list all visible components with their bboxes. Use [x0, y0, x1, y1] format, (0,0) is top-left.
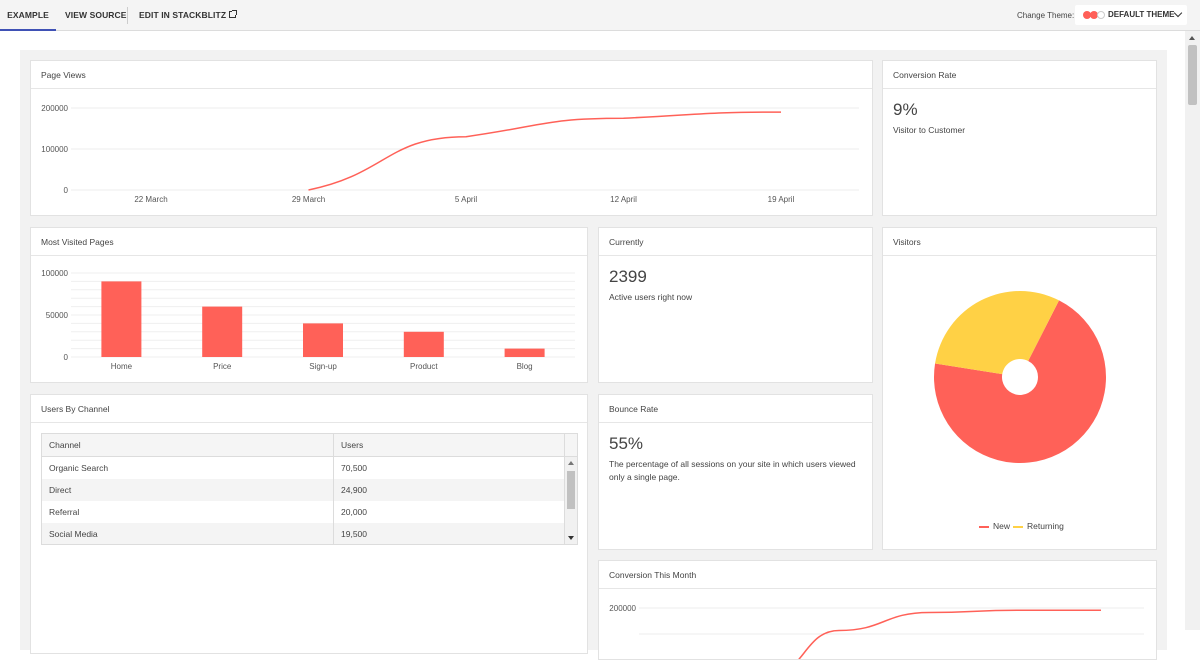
theme-swatch-1	[1083, 11, 1091, 19]
page-views-chart: 0 100000 200000 22 March 29 March 5 April 12 A…	[41, 104, 859, 204]
card-title: Currently	[599, 228, 872, 256]
card-users-by-channel: Users By Channel Channel Users Organic S…	[30, 394, 588, 654]
theme-selected-value: DEFAULT THEME	[1108, 10, 1175, 19]
x-tick-label: 22 March	[134, 195, 167, 204]
grid-header: Channel Users	[42, 434, 564, 457]
column-separator	[333, 434, 334, 544]
series-line	[308, 111, 782, 191]
cell-users: 20,000	[341, 507, 367, 517]
cell-channel: Organic Search	[49, 463, 109, 473]
theme-swatch-2	[1090, 11, 1098, 19]
y-tick-label: 200000	[41, 104, 68, 113]
x-tick-label: 19 April	[768, 195, 795, 204]
legend-swatch-returning	[1013, 525, 1023, 528]
card-title: Users By Channel	[31, 395, 587, 423]
grid-scroll-up-icon[interactable]	[568, 461, 574, 465]
card-title: Page Views	[31, 61, 872, 89]
card-page-views: Page Views 0 100000 200000 22 March 29 March…	[30, 60, 873, 216]
y-tick-label: 0	[64, 353, 69, 362]
external-link-icon	[229, 10, 238, 18]
card-most-visited-pages: Most Visited Pages 0 50000 100000 Home Price…	[30, 227, 588, 383]
chevron-down-icon	[1173, 8, 1183, 18]
table-row[interactable]: Direct 24,900	[42, 479, 564, 501]
legend-item-new[interactable]: New	[979, 521, 1010, 531]
card-title: Conversion This Month	[599, 561, 1156, 589]
grid-header-corner	[564, 434, 577, 457]
slice-new	[934, 300, 1106, 463]
tab-example[interactable]: EXAMPLE	[0, 0, 56, 31]
legend-label-returning: Returning	[1027, 521, 1064, 531]
series-line	[798, 609, 1101, 659]
grid-scrollbar[interactable]	[564, 457, 577, 544]
card-title: Conversion Rate	[883, 61, 1156, 89]
page-scrollbar[interactable]	[1185, 31, 1200, 630]
cell-users: 70,500	[341, 463, 367, 473]
x-tick-label: 5 April	[455, 195, 477, 204]
conversion-rate-subtitle: Visitor to Customer	[893, 125, 966, 135]
cell-channel: Direct	[49, 485, 72, 495]
bar-price	[202, 306, 243, 357]
conversion-month-chart: 200000	[609, 604, 1144, 659]
card-bounce-rate: Bounce Rate 55% The percentage of all se…	[598, 394, 873, 550]
page-scroll-thumb[interactable]	[1188, 45, 1197, 105]
bar-sign-up	[303, 323, 343, 357]
legend-swatch-new	[979, 525, 989, 528]
grid-scroll-thumb[interactable]	[567, 471, 575, 509]
theme-swatch-3	[1097, 11, 1105, 19]
x-tick-label: 12 April	[610, 195, 637, 204]
dashboard: Page Views 0 100000 200000 22 March 29 March…	[20, 50, 1167, 660]
legend-item-returning[interactable]: Returning	[1013, 521, 1064, 531]
currently-value: 2399	[609, 267, 647, 286]
bar-home	[101, 281, 142, 357]
card-title: Bounce Rate	[599, 395, 872, 423]
x-tick-label: Product	[410, 362, 438, 371]
y-tick-label: 100000	[41, 269, 68, 278]
cell-users: 24,900	[341, 485, 367, 495]
card-title: Most Visited Pages	[31, 228, 587, 256]
tab-divider	[127, 7, 128, 24]
card-title: Visitors	[883, 228, 1156, 256]
bar-blog	[504, 348, 545, 357]
change-theme-label: Change Theme:	[1017, 11, 1075, 20]
bounce-rate-subtitle: The percentage of all sessions on your s…	[609, 459, 856, 482]
visitors-pie-chart	[934, 291, 1106, 463]
top-toolbar: EXAMPLE VIEW SOURCE EDIT IN STACKBLITZ C…	[0, 0, 1200, 31]
y-tick-label: 200000	[609, 604, 636, 613]
column-header-channel[interactable]: Channel	[49, 440, 81, 450]
x-tick-label: Price	[213, 362, 232, 371]
card-currently: Currently 2399 Active users right now	[598, 227, 873, 383]
table-row[interactable]: Referral 20,000	[42, 501, 564, 523]
theme-select[interactable]: DEFAULT THEME	[1075, 5, 1187, 25]
legend-label-new: New	[993, 521, 1011, 531]
x-tick-label: Blog	[517, 362, 533, 371]
y-tick-label: 0	[64, 186, 69, 195]
card-conversion-rate: Conversion Rate 9% Visitor to Customer	[882, 60, 1157, 216]
slice-returning	[935, 291, 1060, 375]
scroll-up-arrow-icon[interactable]	[1189, 36, 1195, 40]
conversion-rate-value: 9%	[893, 100, 918, 119]
card-conversion-this-month: Conversion This Month 200000	[598, 560, 1157, 660]
cell-channel: Social Media	[49, 529, 98, 539]
tab-edit-in-stackblitz[interactable]: EDIT IN STACKBLITZ	[139, 0, 238, 31]
table-row[interactable]: Organic Search 70,500	[42, 457, 564, 479]
y-tick-label: 100000	[41, 145, 68, 154]
grid-scroll-down-icon[interactable]	[568, 536, 574, 540]
bounce-rate-value: 55%	[609, 434, 644, 453]
bar-product	[403, 331, 444, 357]
most-visited-chart: 0 50000 100000 Home Price Sign-up Product Blog	[41, 269, 575, 371]
cell-channel: Referral	[49, 507, 80, 517]
table-row[interactable]: Social Media 19,500	[42, 523, 564, 544]
card-visitors: Visitors New Returning	[882, 227, 1157, 550]
cell-users: 19,500	[341, 529, 367, 539]
y-tick-label: 50000	[46, 311, 69, 320]
users-grid: Channel Users Organic Search 70,500 Dire…	[41, 433, 578, 545]
currently-subtitle: Active users right now	[609, 292, 693, 302]
x-tick-label: 29 March	[292, 195, 325, 204]
column-header-users[interactable]: Users	[341, 440, 364, 450]
x-tick-label: Home	[111, 362, 133, 371]
tab-view-source[interactable]: VIEW SOURCE	[65, 10, 127, 20]
x-tick-label: Sign-up	[309, 362, 337, 371]
edit-in-stackblitz-label: EDIT IN STACKBLITZ	[139, 10, 227, 20]
